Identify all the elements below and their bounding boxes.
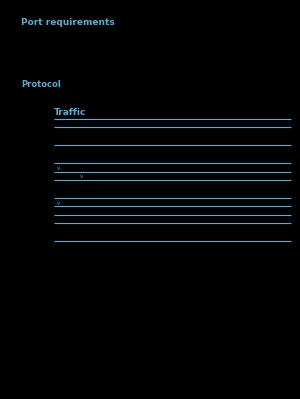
Text: Protocol: Protocol bbox=[21, 80, 61, 89]
Text: v: v bbox=[57, 201, 60, 206]
Text: Traffic: Traffic bbox=[54, 107, 86, 117]
Text: v: v bbox=[80, 174, 83, 179]
Text: v: v bbox=[57, 166, 60, 171]
Text: Port requirements: Port requirements bbox=[21, 18, 115, 27]
